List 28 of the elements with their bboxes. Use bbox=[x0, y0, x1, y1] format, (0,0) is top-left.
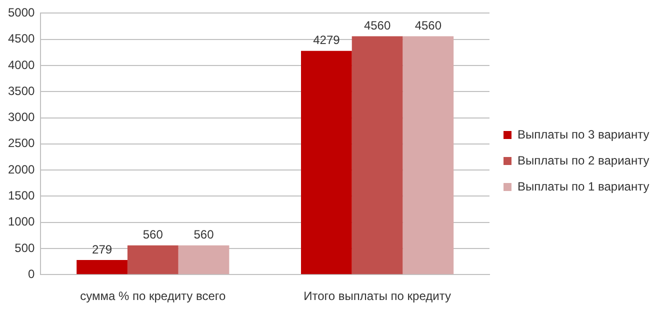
y-tick-label: 1500 bbox=[8, 188, 36, 202]
bar bbox=[301, 50, 352, 274]
data-label: 4279 bbox=[313, 33, 340, 48]
x-tick-label: сумма % по кредиту всего bbox=[80, 289, 226, 304]
y-tick-label: 3500 bbox=[8, 84, 36, 98]
data-label: 279 bbox=[92, 242, 112, 256]
bar bbox=[352, 36, 403, 274]
legend-label: Выплаты по 2 варианту bbox=[518, 153, 650, 168]
x-tick-label: Итого выплаты по кредиту bbox=[304, 289, 451, 304]
y-tick-label: 4000 bbox=[8, 58, 36, 72]
y-tick-label: 2000 bbox=[8, 162, 36, 176]
y-tick-label: 5000 bbox=[8, 6, 36, 20]
bar bbox=[76, 260, 128, 274]
y-tick-label: 500 bbox=[14, 240, 36, 255]
legend-label: Выплаты по 3 варианту bbox=[518, 127, 650, 142]
bar bbox=[127, 245, 178, 274]
bar bbox=[178, 245, 230, 274]
data-label: 4560 bbox=[414, 18, 442, 33]
y-tick-label: 1000 bbox=[8, 214, 36, 229]
data-label: 560 bbox=[194, 228, 214, 242]
y-tick-label: 0 bbox=[28, 266, 36, 281]
bar bbox=[402, 36, 454, 274]
legend-label: Выплаты по 1 варианту bbox=[518, 179, 650, 194]
y-tick-label: 3000 bbox=[8, 110, 36, 124]
data-label: 560 bbox=[142, 228, 164, 242]
y-tick-label: 4500 bbox=[8, 32, 36, 46]
y-tick-label: 2500 bbox=[8, 136, 36, 150]
data-label: 4560 bbox=[364, 18, 391, 33]
